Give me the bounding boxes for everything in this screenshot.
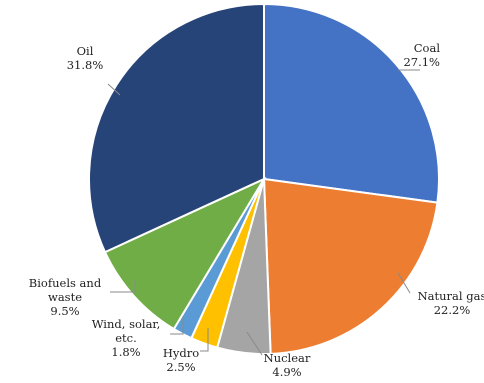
slice-label-line: etc.: [115, 331, 137, 345]
slice-label: Coal 27.1%: [403, 41, 440, 69]
slice-label-line: Wind, solar,: [92, 317, 161, 331]
slice-label-line: 9.5%: [50, 304, 79, 318]
leader-line: [246, 331, 263, 356]
slice-label-line: Oil: [77, 44, 94, 58]
leader-line: [107, 83, 121, 96]
slice-label-line: 22.2%: [434, 303, 471, 317]
slice-label-line: Nuclear: [264, 351, 311, 365]
leader-line: [110, 280, 136, 293]
leader-lines: [107, 69, 420, 356]
slice-label: Oil 31.8%: [67, 44, 104, 72]
slice-label: Hydro 2.5%: [163, 346, 199, 374]
leader-line: [170, 316, 184, 335]
slice-label-line: 2.5%: [166, 360, 195, 374]
slice-label-line: 31.8%: [67, 58, 104, 72]
pie-slice-biofuels-and-waste: [103, 176, 267, 331]
pie-slice-natural-gas: [262, 177, 439, 355]
slice-label-line: Hydro: [163, 346, 199, 360]
leader-line: [200, 328, 209, 352]
slice-label: Nuclear 4.9%: [264, 351, 311, 379]
pie-slice-coal: [263, 2, 440, 204]
slice-label-line: 1.8%: [111, 345, 140, 359]
slice-label-line: Natural gas: [418, 289, 484, 303]
slice-label-line: Biofuels and: [29, 276, 102, 290]
pie-slices: [88, 2, 440, 355]
slice-label: Natural gas 22.2%: [418, 289, 484, 317]
slice-label-line: 27.1%: [403, 55, 440, 69]
slice-label-line: 4.9%: [272, 365, 301, 379]
leader-line: [397, 272, 411, 294]
pie-slice-oil: [88, 2, 265, 254]
slice-labels: Coal 27.1% Natural gas 22.2% Nuclear 4.9% Hydr…: [29, 41, 484, 379]
slice-label: Wind, solar, etc. 1.8%: [92, 317, 161, 359]
slice-label: Biofuels and waste 9.5%: [29, 276, 102, 318]
slice-label-line: Coal: [414, 41, 441, 55]
slice-label-line: waste: [48, 290, 82, 304]
